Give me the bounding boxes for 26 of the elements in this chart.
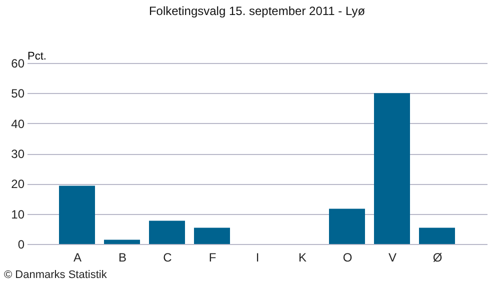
x-tick-label: O [342,250,352,264]
y-tick-label: 30 [11,147,25,161]
y-tick-label: 10 [11,207,25,222]
y-tick-label: 40 [11,116,25,131]
chart-title: Folketingsvalg 15. september 2011 - Lyø [148,4,366,18]
y-axis-title: Pct. [28,50,46,62]
x-tick-label: V [388,250,397,264]
bar [104,240,140,244]
x-tick-label: I [256,250,260,264]
bar [374,93,410,244]
bar [59,186,95,244]
bar [329,208,365,244]
y-tick-label: 60 [11,56,25,70]
y-tick-label: 0 [18,238,25,252]
y-tick-label: 20 [11,177,25,192]
bar [194,228,230,244]
x-tick-label: C [163,250,172,264]
x-tick-label: Ø [432,250,442,264]
bar [149,220,185,244]
y-tick-label: 50 [11,86,25,101]
text: © Danmarks Statistik [4,269,108,281]
x-tick-label: A [73,250,82,264]
x-tick-label: B [118,250,127,264]
x-tick-label: F [208,250,216,264]
bar [419,228,455,244]
x-tick-label: K [298,250,307,264]
